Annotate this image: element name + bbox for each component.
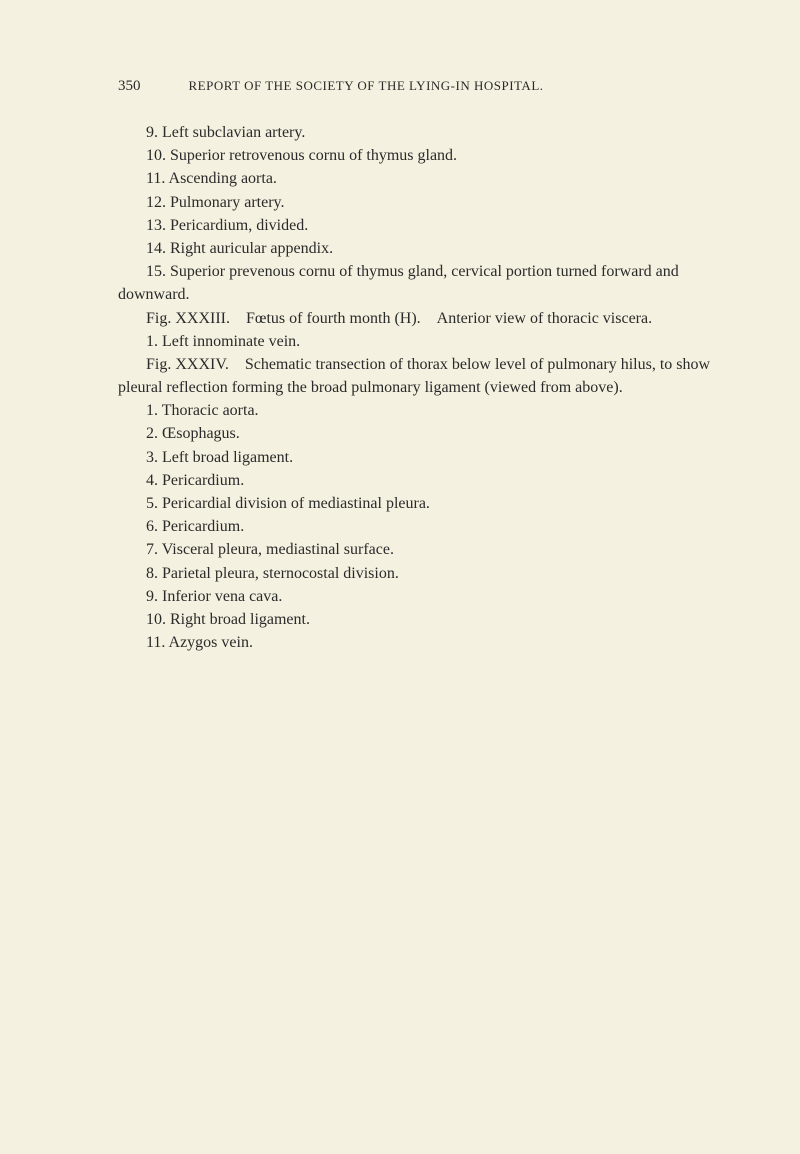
header-title: REPORT OF THE SOCIETY OF THE LYING-IN HO… — [189, 78, 544, 94]
page-header: 350 REPORT OF THE SOCIETY OF THE LYING-I… — [118, 78, 720, 95]
text-line: 10. Right broad ligament. — [118, 608, 720, 631]
text-line: 2. Œsophagus. — [118, 422, 720, 445]
text-line: 8. Parietal pleura, sternocostal divisio… — [118, 562, 720, 585]
text-line: 7. Visceral pleura, mediastinal surface. — [118, 538, 720, 561]
text-line: 3. Left broad ligament. — [118, 446, 720, 469]
text-line: Fig. XXXIV. Schematic transection of tho… — [118, 353, 720, 399]
text-line: 5. Pericardial division of mediastinal p… — [118, 492, 720, 515]
text-line: 9. Inferior vena cava. — [118, 585, 720, 608]
text-line: 4. Pericardium. — [118, 469, 720, 492]
body-text: 9. Left subclavian artery.10. Superior r… — [118, 121, 720, 654]
text-line: 1. Thoracic aorta. — [118, 399, 720, 422]
text-line: 10. Superior retrovenous cornu of thymus… — [118, 144, 720, 167]
text-line: 9. Left subclavian artery. — [118, 121, 720, 144]
text-line: 15. Superior prevenous cornu of thymus g… — [118, 260, 720, 306]
text-line: Fig. XXXIII. Fœtus of fourth month (H). … — [118, 307, 720, 330]
page-content: 350 REPORT OF THE SOCIETY OF THE LYING-I… — [0, 0, 800, 654]
text-line: 6. Pericardium. — [118, 515, 720, 538]
text-line: 14. Right auricular appendix. — [118, 237, 720, 260]
text-line: 11. Azygos vein. — [118, 631, 720, 654]
text-line: 1. Left innominate vein. — [118, 330, 720, 353]
text-line: 13. Pericardium, divided. — [118, 214, 720, 237]
text-line: 12. Pulmonary artery. — [118, 191, 720, 214]
page-number: 350 — [118, 78, 141, 95]
text-line: 11. Ascending aorta. — [118, 167, 720, 190]
